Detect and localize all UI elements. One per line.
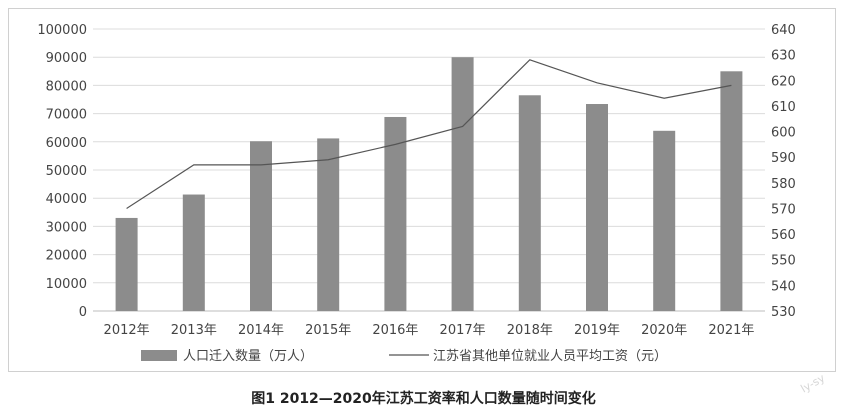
y-right-tick-label: 530 [771,305,796,320]
bar-series [115,57,743,312]
bar [451,57,474,312]
y-left-tick-label: 30000 [46,220,87,235]
bar [720,71,743,311]
x-tick-label: 2015年 [305,323,351,338]
legend-label-line: 江苏省其他单位就业人员平均工资（元） [433,348,667,364]
x-tick-label: 2013年 [171,323,217,338]
y-left-tick-label: 90000 [46,51,87,66]
y-left-tick-label: 0 [79,305,87,320]
line-series [126,59,732,209]
x-tick-label: 2020年 [641,323,687,338]
legend: 人口迁入数量（万人） 江苏省其他单位就业人员平均工资（元） [141,348,667,364]
y-right-tick-label: 560 [771,228,796,243]
y-right-tick-label: 640 [771,23,796,38]
bar [317,138,340,311]
y-left-tick-label: 40000 [46,192,87,207]
bar [653,130,676,311]
y-right-tick-label: 570 [771,202,796,217]
y-left-tick-label: 80000 [46,79,87,94]
chart-frame: 0 10000 20000 30000 40000 50000 60000 70000 8000… [8,8,836,372]
legend-label-bar: 人口迁入数量（万人） [183,349,313,364]
bar [115,217,138,311]
figure-caption: 图1 2012—2020年江苏工资率和人口数量随时间变化 [251,391,596,407]
bar [384,116,407,311]
bar [518,95,541,312]
y-left-tick-label: 20000 [46,249,87,264]
gridlines [93,28,765,312]
y-left-tick-label: 50000 [46,164,87,179]
bar [182,194,205,311]
y-left-tick-label: 60000 [46,136,87,151]
y-right-tick-label: 620 [771,74,796,89]
y-right-tick-label: 630 [771,49,796,64]
x-axis: 2012年 2013年 2014年 2015年 2016年 2017年 2018年 2019年… [104,323,755,338]
x-tick-label: 2018年 [507,323,553,338]
bar [250,141,272,311]
y-right-tick-label: 600 [771,126,796,141]
combo-chart: 0 10000 20000 30000 40000 50000 60000 70000 8000… [37,23,796,364]
y-right-tick-label: 550 [771,254,796,269]
y-left-tick-label: 70000 [46,108,87,123]
x-tick-label: 2012年 [104,323,150,338]
x-tick-label: 2017年 [440,323,486,338]
y-left-tick-label: 100000 [37,23,87,38]
x-tick-label: 2016年 [372,323,418,338]
y-axis-left: 0 10000 20000 30000 40000 50000 60000 70000 8000… [37,23,87,320]
y-right-tick-label: 610 [771,100,796,115]
x-tick-label: 2021年 [708,323,754,338]
y-axis-right: 530 540 550 560 570 580 590 600 610 620 630 640 [771,23,796,320]
legend-swatch-bar [141,350,177,361]
y-left-tick-label: 10000 [46,277,87,292]
y-right-tick-label: 540 [771,279,796,294]
y-right-tick-label: 580 [771,177,796,192]
x-tick-label: 2014年 [238,323,284,338]
y-right-tick-label: 590 [771,151,796,166]
wage-line [126,59,732,209]
x-tick-label: 2019年 [574,323,620,338]
bar [586,104,608,312]
